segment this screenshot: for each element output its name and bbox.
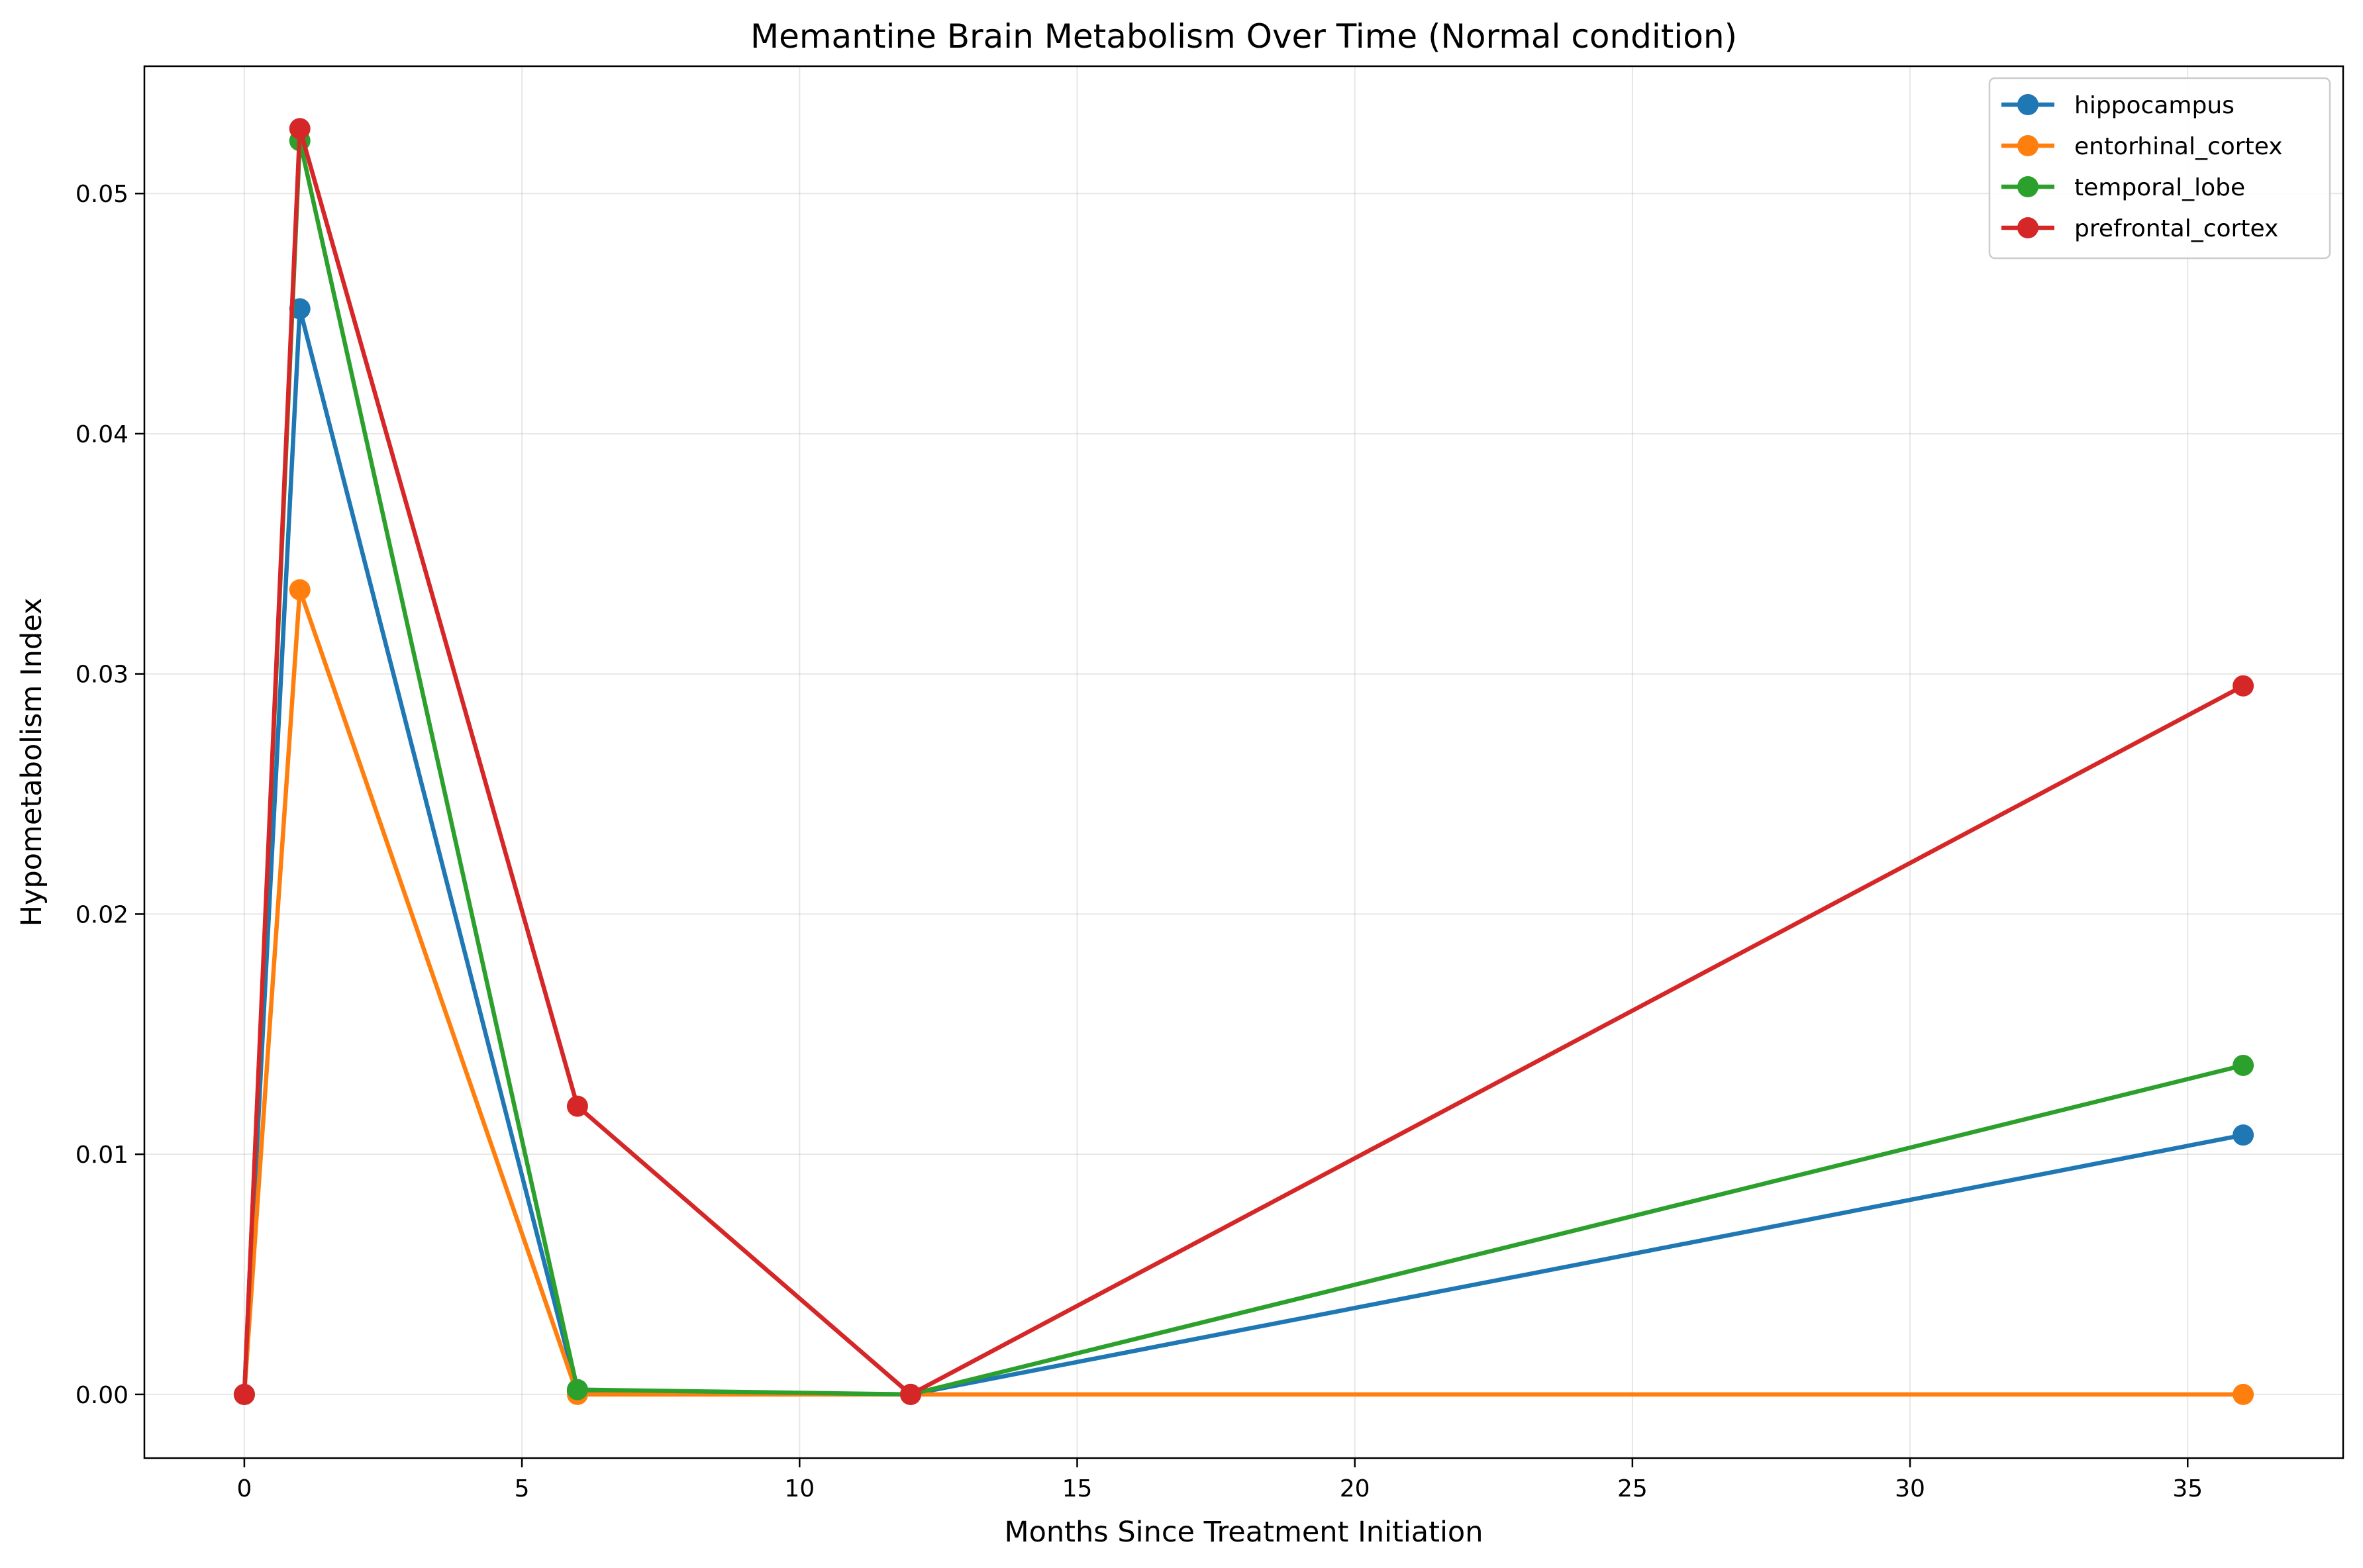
chart-title: Memantine Brain Metabolism Over Time (No… xyxy=(750,17,1737,56)
x-tick-label: 15 xyxy=(1062,1475,1093,1502)
x-tick-label: 35 xyxy=(2172,1475,2203,1502)
legend: hippocampus entorhinal_cortex temporal_lob… xyxy=(1988,77,2331,260)
y-axis: 0.00 0.01 0.02 0.03 0.04 0.05 xyxy=(75,181,144,1409)
legend-label: prefrontal_cortex xyxy=(2074,215,2278,242)
y-tick-label: 0.00 xyxy=(75,1382,128,1409)
data-point xyxy=(2233,1054,2254,1076)
y-tick-label: 0.02 xyxy=(75,901,128,928)
x-tick-label: 5 xyxy=(515,1475,530,1502)
data-point xyxy=(566,1379,588,1400)
legend-box xyxy=(1988,77,2331,260)
legend-label: entorhinal_cortex xyxy=(2074,133,2283,160)
x-tick-label: 25 xyxy=(1617,1475,1648,1502)
grid-lines xyxy=(144,66,2343,1458)
legend-marker xyxy=(2017,135,2038,156)
legend-item: prefrontal_cortex xyxy=(2001,215,2278,242)
legend-item: hippocampus xyxy=(2001,92,2235,119)
data-point xyxy=(899,1383,921,1405)
legend-item: temporal_lobe xyxy=(2001,174,2245,201)
series-prefrontal-cortex xyxy=(233,118,2254,1405)
legend-label: temporal_lobe xyxy=(2074,174,2245,201)
x-tick-label: 30 xyxy=(1895,1475,1925,1502)
legend-marker xyxy=(2017,176,2038,197)
x-axis: 0 5 10 15 20 25 30 35 xyxy=(236,1458,2203,1502)
x-axis-label: Months Since Treatment Initiation xyxy=(1005,1516,1483,1549)
data-point xyxy=(2233,1124,2254,1146)
data-point xyxy=(2233,675,2254,697)
x-tick-label: 20 xyxy=(1340,1475,1370,1502)
plot-frame xyxy=(143,65,2344,1459)
data-point xyxy=(233,1383,255,1405)
legend-marker xyxy=(2017,217,2038,238)
series-layer xyxy=(233,118,2254,1405)
data-point xyxy=(289,118,311,140)
legend-marker xyxy=(2017,94,2038,115)
legend-item: entorhinal_cortex xyxy=(2001,133,2283,160)
x-tick-label: 0 xyxy=(236,1475,252,1502)
y-tick-label: 0.05 xyxy=(75,181,128,208)
y-tick-label: 0.04 xyxy=(75,421,128,448)
legend-label: hippocampus xyxy=(2074,92,2235,119)
y-tick-label: 0.03 xyxy=(75,662,128,689)
y-axis-label: Hypometabolism Index xyxy=(15,598,48,927)
data-point xyxy=(2233,1383,2254,1405)
x-tick-label: 10 xyxy=(784,1475,815,1502)
data-point xyxy=(289,579,311,601)
data-point xyxy=(566,1095,588,1117)
y-tick-label: 0.01 xyxy=(75,1142,128,1169)
